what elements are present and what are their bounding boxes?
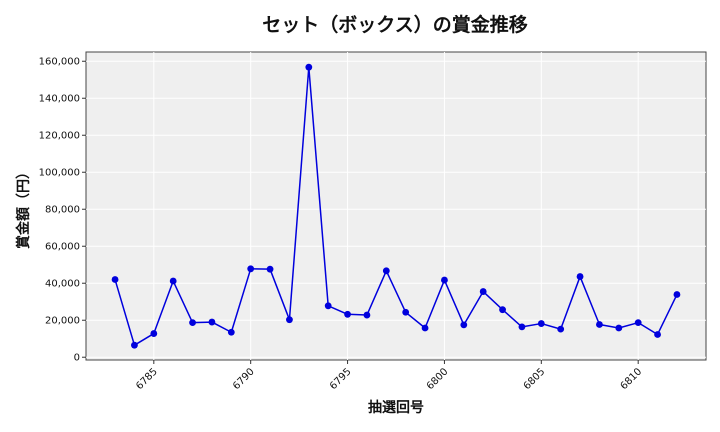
data-point	[402, 308, 410, 316]
data-point	[286, 316, 293, 324]
data-point	[499, 306, 506, 314]
data-point	[441, 276, 448, 284]
data-point	[266, 265, 274, 273]
data-point	[227, 328, 235, 336]
data-point	[576, 273, 584, 280]
data-point	[654, 331, 661, 338]
data-point	[324, 302, 332, 310]
x-tick-label: 6810	[619, 366, 645, 392]
data-point	[537, 320, 545, 327]
data-point	[111, 276, 119, 283]
x-axis-title: 抽選回号	[368, 399, 424, 416]
y-tick-label: 60,000	[45, 242, 80, 253]
data-point	[634, 319, 642, 327]
y-tick-label: 80,000	[45, 205, 80, 216]
x-tick-label: 6800	[425, 366, 451, 392]
data-point	[382, 267, 390, 275]
x-tick-label: 6785	[134, 366, 160, 392]
x-tick-label: 6795	[328, 366, 354, 392]
data-point	[673, 291, 681, 298]
data-point	[421, 324, 429, 332]
y-tick-label: 100,000	[39, 168, 80, 179]
data-point	[363, 311, 371, 319]
y-tick-label: 0	[74, 353, 80, 364]
grid-lines	[86, 52, 706, 360]
data-point	[208, 318, 216, 326]
data-point	[247, 265, 255, 273]
data-point	[305, 63, 313, 71]
data-point	[557, 325, 565, 333]
x-tick-label: 6790	[231, 366, 257, 392]
plot-area	[85, 51, 707, 361]
data-point	[344, 310, 351, 318]
data-point	[479, 288, 487, 295]
series-layer	[111, 63, 681, 349]
y-tick-label: 140,000	[39, 94, 80, 105]
data-point	[615, 324, 623, 332]
chart-title: セット（ボックス）の賞金推移	[262, 13, 527, 36]
data-point	[460, 321, 468, 329]
y-tick-label: 160,000	[39, 57, 80, 68]
data-point	[131, 341, 138, 349]
y-tick-label: 120,000	[39, 131, 80, 142]
data-point	[150, 330, 158, 337]
data-point	[169, 277, 177, 285]
x-tick-label: 6805	[522, 366, 548, 392]
y-tick-label: 40,000	[45, 279, 80, 290]
y-tick-label: 20,000	[45, 316, 80, 327]
data-point	[596, 321, 603, 328]
data-point	[189, 319, 196, 327]
y-axis-title: 賞金額（円）	[15, 165, 32, 249]
data-point	[518, 323, 526, 331]
